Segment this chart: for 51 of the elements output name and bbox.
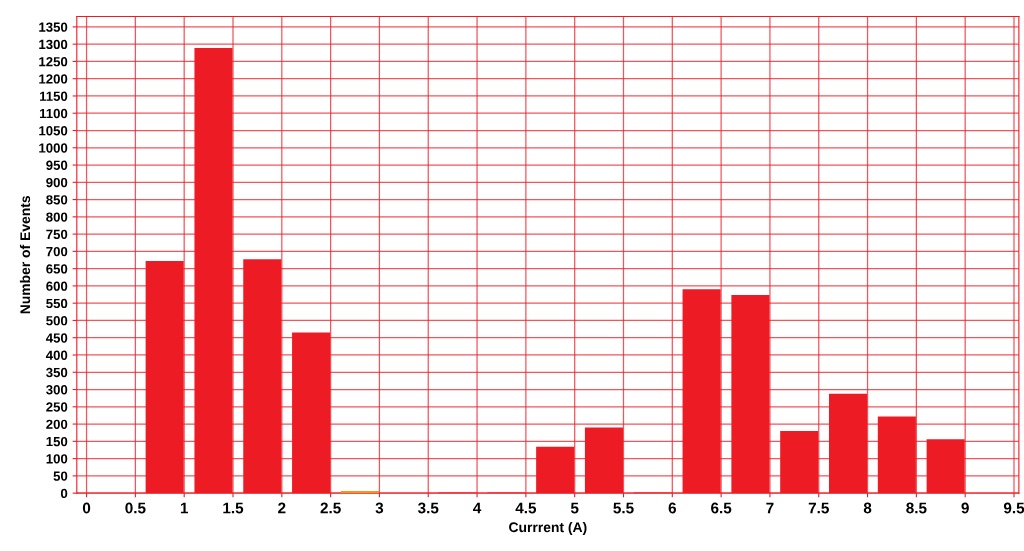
y-tick-label: 1250 xyxy=(39,57,68,67)
x-tick-label: 8 xyxy=(863,502,872,514)
x-tick-label: 0 xyxy=(82,502,91,514)
y-tick-label: 0 xyxy=(60,488,68,499)
x-tick-label: 4.5 xyxy=(515,502,537,514)
y-tick-label: 200 xyxy=(46,419,68,429)
y-tick-label: 1350 xyxy=(39,22,68,32)
x-tick-label: 2 xyxy=(278,502,286,514)
bar xyxy=(340,491,379,494)
x-tick-label: 2.5 xyxy=(320,502,341,514)
x-tick-label: 9.5 xyxy=(1003,502,1024,514)
y-tick-label: 1200 xyxy=(39,74,68,84)
y-tick-label: 900 xyxy=(46,177,68,188)
x-tick-label: 3.5 xyxy=(417,502,439,514)
y-tick-label: 1150 xyxy=(39,91,68,101)
y-tick-label: 750 xyxy=(46,229,68,240)
x-tick-label: 1.5 xyxy=(223,502,244,514)
y-tick-label: 650 xyxy=(46,264,68,274)
y-tick-label: 300 xyxy=(46,385,68,395)
y-tick-label: 950 xyxy=(46,160,68,170)
y-tick-label: 850 xyxy=(46,195,68,205)
x-tick-label: 0.5 xyxy=(125,502,146,514)
y-tick-label: 1000 xyxy=(39,143,68,153)
x-tick-label: 7 xyxy=(766,502,774,514)
y-tick-label: 600 xyxy=(46,281,68,291)
y-tick-label: 150 xyxy=(46,436,68,447)
x-tick-label: 6 xyxy=(668,502,677,514)
y-tick-label: 400 xyxy=(45,350,68,360)
y-tick-label: 500 xyxy=(46,316,68,326)
x-tick-label: 5 xyxy=(570,502,579,514)
x-tick-label: 1 xyxy=(180,502,189,514)
x-tick-label: 5.5 xyxy=(613,502,634,514)
y-tick-label: 250 xyxy=(46,402,68,412)
x-axis-title: Currrent (A) xyxy=(509,521,587,535)
x-tick-label: 9 xyxy=(961,502,969,514)
x-tick-label: 8.5 xyxy=(906,502,927,514)
x-tick-label: 6.5 xyxy=(711,502,732,514)
y-tick-label: 550 xyxy=(46,298,68,309)
x-tick-label: 3 xyxy=(375,502,384,514)
y-tick-label: 1050 xyxy=(39,126,68,136)
x-tick-label: 7.5 xyxy=(808,502,829,514)
y-tick-label: 1300 xyxy=(39,39,68,50)
y-tick-label: 450 xyxy=(45,333,68,343)
y-tick-label: 700 xyxy=(46,246,68,257)
y-tick-label: 100 xyxy=(46,454,68,464)
y-tick-label: 350 xyxy=(46,367,68,378)
y-tick-label: 50 xyxy=(53,471,68,481)
y-tick-label: 800 xyxy=(46,212,68,222)
y-tick-label: 1100 xyxy=(39,108,68,119)
y-axis-title: Number of Events xyxy=(19,195,31,314)
x-tick-label: 4 xyxy=(473,502,482,514)
